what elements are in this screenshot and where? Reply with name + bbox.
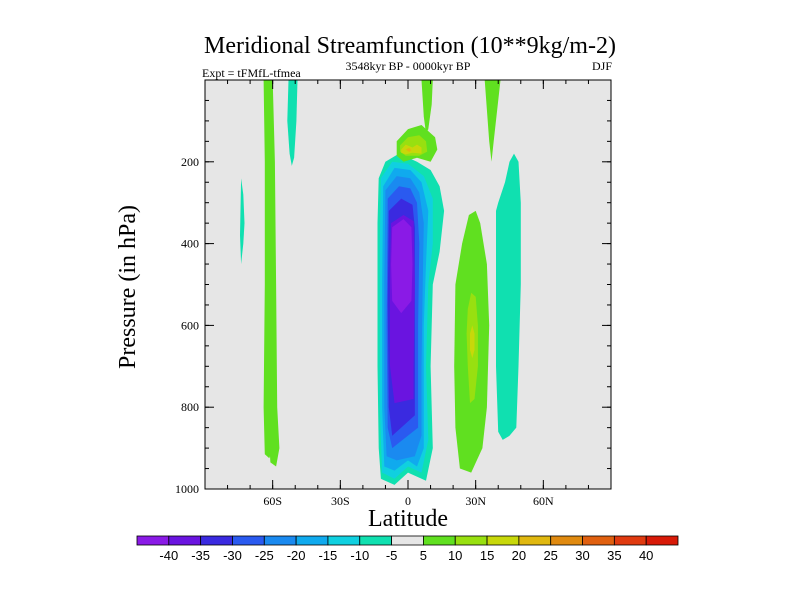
colorbar-label: -10 [350, 548, 369, 563]
contour-regions [240, 80, 521, 485]
colorbar-swatch [613, 535, 647, 546]
contour-region-sh-small-cyan [240, 178, 245, 265]
colorbar-swatch [295, 535, 329, 546]
axis-ticks: 60S 30S 0 30N 60N 200 400 600 800 1000 [175, 80, 611, 508]
colorbar-label: -15 [319, 548, 338, 563]
colorbar-label: -40 [159, 548, 178, 563]
colorbar-swatch [263, 535, 297, 546]
season-label: DJF [592, 59, 612, 73]
contour-region-upper-yellow-blob [401, 144, 422, 155]
colorbar-label: -35 [191, 548, 210, 563]
x-tick-label: 0 [405, 494, 411, 508]
contour-region-nh-yellow-core [470, 325, 475, 359]
colorbar-swatch [232, 535, 265, 546]
colorbar-swatch [518, 535, 552, 546]
x-tick-label: 30S [331, 494, 350, 508]
colorbar-label: 5 [420, 548, 427, 563]
colorbar-swatch [550, 535, 583, 546]
x-tick-label: 60N [533, 494, 554, 508]
colorbar-swatch [327, 535, 361, 546]
colorbar-label: 35 [607, 548, 621, 563]
colorbar-swatch [168, 535, 202, 546]
y-tick-label: 600 [181, 318, 199, 332]
colorbar-label: 20 [512, 548, 526, 563]
colorbar-swatch [423, 535, 456, 546]
colorbar-swatch [645, 535, 679, 546]
chart-subtitle: 3548kyr BP - 0000kyr BP [346, 59, 471, 73]
colorbar-swatch [582, 535, 615, 546]
colorbar-label: 30 [575, 548, 589, 563]
colorbar-label: 15 [480, 548, 494, 563]
colorbar-swatch [391, 535, 424, 546]
colorbar-label: 40 [639, 548, 653, 563]
y-tick-label: 200 [181, 155, 199, 169]
colorbar-label: 25 [543, 548, 557, 563]
y-axis-label: Pressure (in hPa) [115, 205, 141, 369]
chart-title: Meridional Streamfunction (10**9kg/m-2) [204, 33, 616, 59]
colorbar: -40 -35 -30 -25 -20 -15 -10 -5 5 10 15 20 25 30 35 40 [136, 535, 679, 563]
colorbar-label: -5 [386, 548, 398, 563]
colorbar-label: -30 [223, 548, 242, 563]
colorbar-swatch [486, 535, 520, 546]
colorbar-label: 10 [448, 548, 462, 563]
x-tick-label: 60S [263, 494, 282, 508]
colorbar-swatch [454, 535, 488, 546]
y-tick-label: 1000 [175, 482, 199, 496]
contour-region-sh-highlat-cyan-strip [287, 80, 298, 166]
plot-area: 60S 30S 0 30N 60N 200 400 600 800 1000 [175, 79, 612, 508]
colorbar-swatch [359, 535, 392, 546]
y-tick-label: 800 [181, 400, 199, 414]
contour-region-eq-cell-core [391, 219, 413, 314]
left-annotation: Expt = tFMfL-tfmea [202, 66, 301, 80]
x-axis-label: Latitude [368, 506, 448, 532]
contour-region-nh-cyan-band [496, 153, 521, 440]
contour-region-sh-green-band [265, 80, 280, 467]
colorbar-label: -25 [255, 548, 274, 563]
y-tick-label: 400 [181, 237, 199, 251]
colorbar-swatch [200, 535, 233, 546]
contour-region-ne-green-streak [484, 80, 501, 162]
colorbar-label: -20 [287, 548, 306, 563]
contour-region-upper-orange-spot [405, 147, 412, 152]
contour-region-upper-green-column [421, 80, 433, 134]
x-tick-label: 30N [465, 494, 486, 508]
colorbar-swatch [136, 535, 170, 546]
